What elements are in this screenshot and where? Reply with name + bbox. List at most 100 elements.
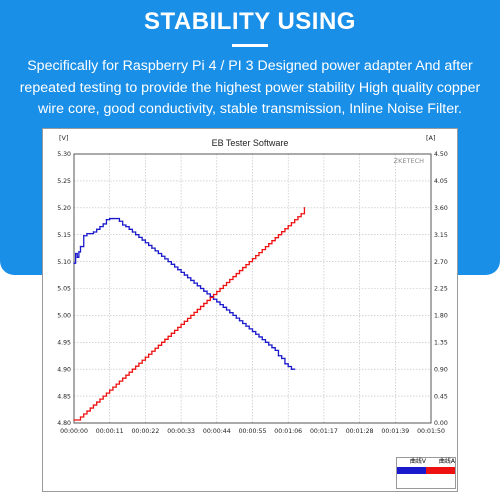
current-data-point xyxy=(109,389,111,391)
current-data-point xyxy=(219,287,221,290)
current-data-point xyxy=(274,236,276,239)
current-series-line xyxy=(74,207,306,421)
x-tick-label: 00:00:33 xyxy=(167,428,195,435)
voltage-data-point xyxy=(293,368,296,370)
y-right-tick-label: 4.05 xyxy=(434,178,448,185)
current-data-point xyxy=(121,377,124,379)
current-data-point xyxy=(190,314,192,317)
voltage-data-point xyxy=(102,223,104,225)
current-data-point xyxy=(216,290,218,293)
voltage-data-point xyxy=(225,309,228,311)
voltage-data-point xyxy=(144,242,147,244)
voltage-data-point xyxy=(125,225,127,228)
voltage-data-point xyxy=(235,317,237,319)
current-data-point xyxy=(180,323,182,326)
y-right-tick-label: 1.80 xyxy=(434,313,448,320)
headline-underline xyxy=(232,44,268,47)
current-data-point xyxy=(258,251,260,254)
voltage-data-point xyxy=(245,325,247,327)
y-right-tick-label: 3.15 xyxy=(434,232,448,239)
voltage-data-point xyxy=(232,314,234,317)
current-data-point xyxy=(173,329,176,332)
current-data-point xyxy=(229,278,231,281)
x-tick-label: 00:00:00 xyxy=(60,428,88,435)
voltage-data-point xyxy=(96,228,98,231)
y-left-tick-label: 4.80 xyxy=(57,420,71,427)
x-tick-label: 00:01:39 xyxy=(381,428,409,435)
voltage-data-point xyxy=(170,263,173,265)
current-data-point xyxy=(151,350,153,352)
current-data-point xyxy=(251,257,254,260)
voltage-data-point xyxy=(261,338,263,341)
legend-label-current: 曲线A xyxy=(438,458,455,465)
left-axis-unit: [V] xyxy=(59,134,69,142)
voltage-data-point xyxy=(190,279,192,282)
current-data-point xyxy=(160,341,163,343)
x-tick-label: 00:00:44 xyxy=(203,428,231,435)
y-right-tick-label: 4.50 xyxy=(434,151,448,158)
voltage-data-point xyxy=(264,341,267,343)
voltage-data-point xyxy=(147,244,150,247)
current-data-point xyxy=(261,248,263,251)
voltage-data-point xyxy=(199,287,202,290)
voltage-data-point xyxy=(219,303,221,306)
y-left-tick-label: 5.10 xyxy=(57,259,71,266)
voltage-data-point xyxy=(248,328,250,330)
current-data-point xyxy=(199,305,202,308)
voltage-data-point xyxy=(74,252,77,255)
voltage-series-line xyxy=(74,217,295,370)
voltage-data-point xyxy=(268,344,270,346)
current-data-point xyxy=(105,392,108,394)
voltage-data-point xyxy=(177,268,179,271)
legend-swatch-current xyxy=(426,467,455,474)
current-data-point xyxy=(92,404,95,406)
voltage-data-point xyxy=(186,277,189,279)
current-data-point xyxy=(128,371,130,373)
voltage-data-point xyxy=(112,217,114,220)
voltage-data-point xyxy=(160,255,163,257)
voltage-data-point xyxy=(118,220,121,222)
current-data-point xyxy=(125,374,127,376)
y-left-tick-label: 5.00 xyxy=(57,313,71,320)
voltage-data-point xyxy=(105,218,108,221)
current-data-point xyxy=(89,407,91,409)
current-data-point xyxy=(277,234,280,236)
voltage-data-point xyxy=(164,258,166,260)
voltage-data-point xyxy=(138,236,140,239)
voltage-data-point xyxy=(274,349,276,352)
voltage-data-point xyxy=(212,298,215,300)
voltage-data-point xyxy=(121,224,124,226)
x-tick-label: 00:01:17 xyxy=(310,428,338,435)
voltage-data-point xyxy=(229,312,231,314)
current-data-point xyxy=(164,338,166,341)
y-right-tick-label: 2.70 xyxy=(434,259,448,266)
current-data-point xyxy=(83,413,85,415)
voltage-data-point xyxy=(216,301,218,303)
current-data-point xyxy=(212,293,215,296)
current-data-point xyxy=(118,380,121,382)
voltage-data-point xyxy=(251,330,254,333)
current-data-point xyxy=(86,410,88,412)
current-data-point xyxy=(281,231,283,233)
y-left-tick-label: 5.30 xyxy=(57,151,71,158)
voltage-data-point xyxy=(180,271,182,274)
zketech-watermark: ZKETECH xyxy=(394,157,424,165)
axis-ticks: 5.30 5.25 5.20 5.15 5.10 5.05 5.00 4.95 4.90 4.85… xyxy=(57,151,448,435)
voltage-data-point xyxy=(99,225,101,228)
voltage-data-point xyxy=(157,252,160,255)
x-tick-label: 00:01:50 xyxy=(417,428,445,435)
current-data-point xyxy=(102,395,104,397)
voltage-current-chart: EB Tester Software [V] [A] ZKETECH 5.305… xyxy=(57,134,448,435)
current-data-point xyxy=(112,386,114,388)
current-data-point xyxy=(225,281,228,284)
voltage-data-point xyxy=(134,234,137,236)
voltage-data-point xyxy=(173,266,176,268)
chart-legend: 曲线V 曲线A xyxy=(396,457,456,489)
y-right-tick-label: 3.60 xyxy=(434,205,448,212)
voltage-data-point xyxy=(222,306,224,309)
x-tick-label: 00:01:28 xyxy=(346,428,374,435)
y-left-tick-label: 4.85 xyxy=(57,393,71,400)
voltage-data-point xyxy=(183,274,186,276)
current-data-point xyxy=(186,317,189,320)
current-data-point xyxy=(154,347,156,349)
